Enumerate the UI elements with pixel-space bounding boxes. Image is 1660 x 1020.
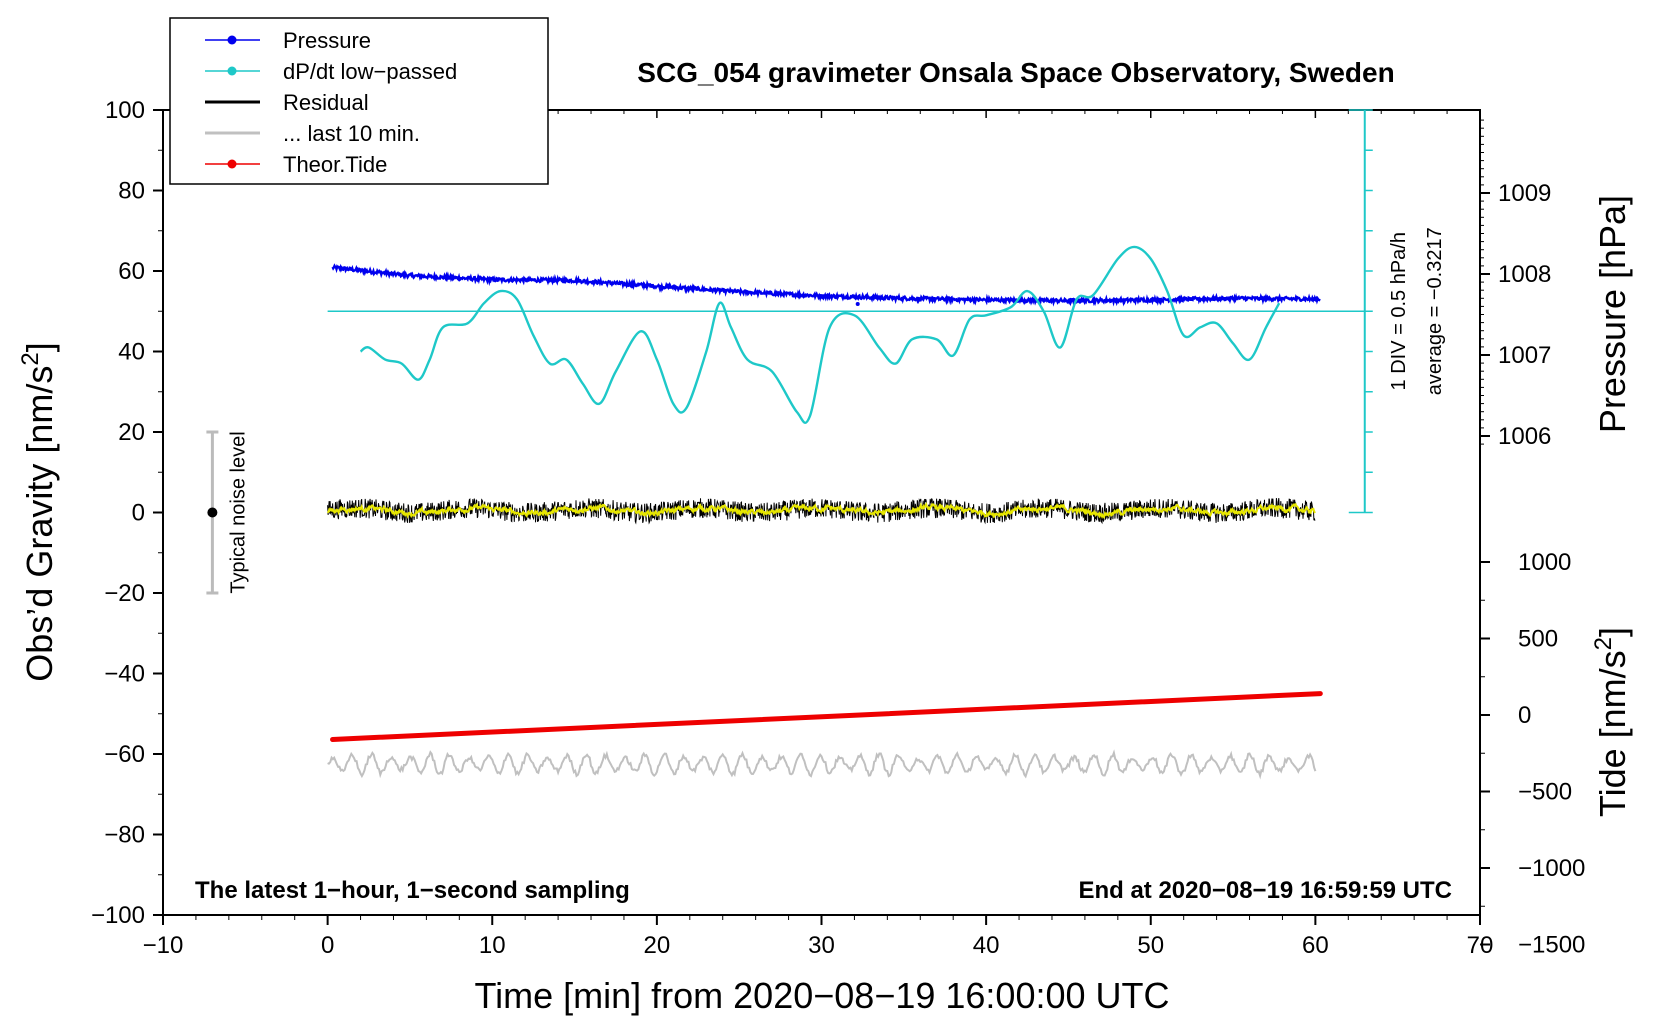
y-tick-label: 40 [118,339,145,366]
x-tick-label: 0 [321,932,334,959]
y-tick-label: 20 [118,419,145,446]
chart-title: SCG_054 gravimeter Onsala Space Observat… [637,57,1394,88]
tide-tick-label: −1500 [1518,932,1585,959]
tide-tick-label: −1000 [1518,855,1585,882]
plot-frame [162,109,1481,916]
x-tick-label: 40 [973,932,1000,959]
tide-tick-label: 500 [1518,626,1558,653]
tide-axis-title: Tide [nm/s2] [1590,627,1633,817]
x-tick-label: 10 [479,932,506,959]
dpdt-scale-bar: 1 DIV = 0.5 hPa/h average = −0.3217 [1348,109,1446,514]
left-axis-title-main: Obs’d Gravity [nm/s [19,366,60,682]
series-theor-tide [330,691,1323,742]
legend-label: Pressure [283,28,371,53]
legend-label: Residual [283,90,369,115]
legend-label: dP/dt low−passed [283,59,457,84]
series-pressure [331,263,1321,307]
y-tick-label: 100 [105,97,145,124]
pressure-axis-title: Pressure [hPa] [1592,195,1633,433]
pressure-tick-label: 1008 [1498,261,1551,288]
tide-tick-label: 0 [1518,702,1531,729]
series-residual-smoothed [326,502,1316,520]
legend-marker [227,159,237,169]
tide-axis-title-main: Tide [nm/s [1592,650,1633,817]
legend-marker [227,66,237,76]
scale-label-average: average = −0.3217 [1424,227,1446,395]
x-tick-label: −10 [143,932,184,959]
y-tick-label: −80 [104,822,145,849]
legend-marker [227,35,237,45]
noise-label: Typical noise level [227,431,249,593]
series-dpdt [359,245,1281,424]
y-tick-label: −40 [104,661,145,688]
x-tick-label: 60 [1302,932,1329,959]
y-tick-label: 0 [132,500,145,527]
pressure-outlier [855,301,860,306]
ticks-layer: −10 0 10 20 30 40 50 60 70100806040200−20−40−60−… [91,97,1585,959]
left-axis-title-sup: 2 [17,352,44,365]
x-tick-label: 20 [644,932,671,959]
end-time-note: End at 2020−08−19 16:59:59 UTC [1078,877,1452,904]
pressure-tick-label: 1006 [1498,423,1551,450]
x-tick-label: 50 [1137,932,1164,959]
noise-dot [207,507,218,518]
y-tick-label: −60 [104,741,145,768]
series-layer [326,245,1365,780]
pressure-tick-label: 1009 [1498,180,1551,207]
y-tick-label: 80 [118,178,145,205]
tide-tick-label: −500 [1518,779,1572,806]
tide-axis-title-end: ] [1592,627,1633,637]
x-axis-title: Time [min] from 2020−08−19 16:00:00 UTC [474,975,1169,1016]
pressure-tick-label: 1007 [1498,342,1551,369]
scale-label-div: 1 DIV = 0.5 hPa/h [1388,232,1410,390]
y-tick-label: 60 [118,258,145,285]
tide-tick-label: 1000 [1518,549,1571,576]
left-axis-title-end: ] [19,342,60,352]
tide-axis-title-sup: 2 [1590,637,1617,650]
x-tick-label: 30 [808,932,835,959]
y-tick-label: −20 [104,580,145,607]
left-axis-title: Obs’d Gravity [nm/s2] [17,342,60,681]
series-last-10-min [327,749,1317,780]
legend: Pressure dP/dt low−passed Residual ... last… [169,17,549,185]
sampling-note: The latest 1−hour, 1−second sampling [195,877,630,904]
legend-label: Theor.Tide [283,152,387,177]
noise-level-indicator: Typical noise level [206,430,249,595]
legend-label: ... last 10 min. [283,121,420,146]
y-tick-label: −100 [91,902,145,929]
